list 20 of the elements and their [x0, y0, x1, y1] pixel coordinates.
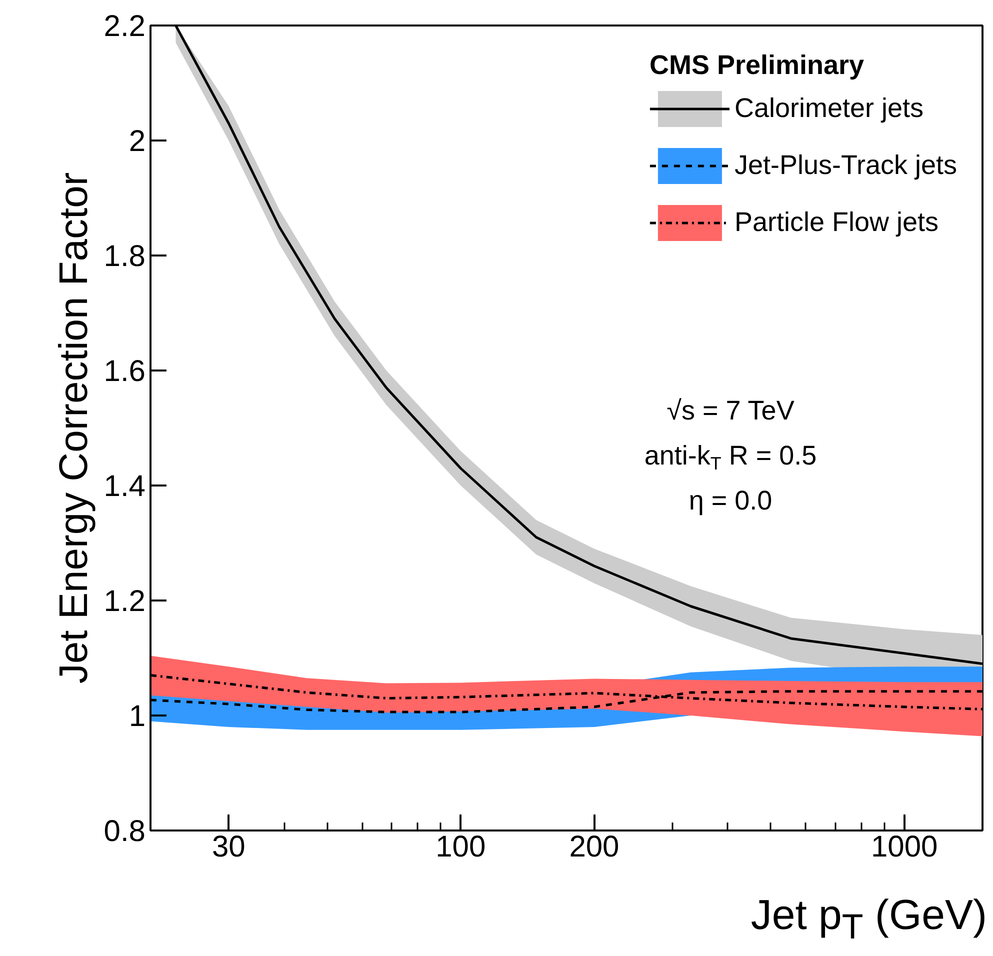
legend-label: Jet-Plus-Track jets	[734, 150, 957, 181]
legend-title: CMS Preliminary	[649, 50, 866, 81]
y-tick-label: 2.2	[104, 10, 146, 43]
y-tick-label: 0.8	[104, 815, 146, 848]
x-tick-label: 1000	[870, 830, 938, 864]
y-axis-title: Jet Energy Correction Factor	[52, 172, 96, 684]
y-tick-label: 1.2	[104, 585, 146, 618]
y-tick-label: 2	[128, 125, 146, 158]
y-tick-label: 1.4	[104, 470, 146, 503]
y-tick-label: 1.6	[104, 355, 146, 388]
legend-label: Calorimeter jets	[734, 93, 924, 124]
annotation: η = 0.0	[688, 486, 772, 516]
x-axis-title: Jet p$_{T}$ (GeV)	[750, 890, 987, 948]
legend-label: Particle Flow jets	[734, 207, 939, 238]
x-tick-label: 200	[569, 830, 620, 864]
x-tick-label: 30	[212, 830, 246, 864]
y-tick-label: 1	[128, 700, 146, 733]
y-tick-label: 1.8	[104, 240, 146, 273]
annotation: √s = 7 TeV	[666, 396, 794, 426]
x-tick-label: 100	[436, 830, 486, 864]
